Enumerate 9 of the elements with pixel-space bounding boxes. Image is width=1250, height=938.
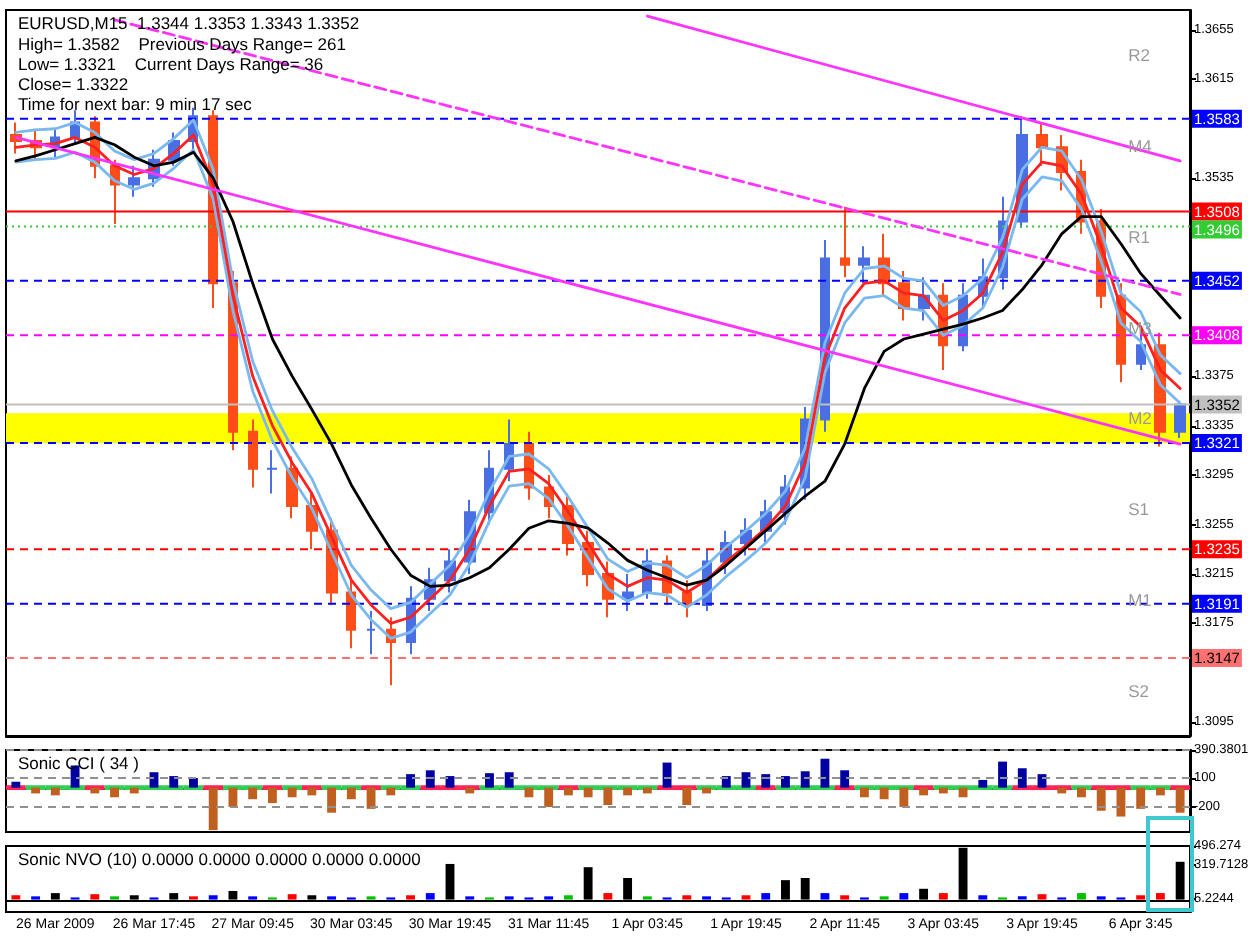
chart-title: EURUSD,M15 1.3344 1.3353 1.3343 1.3352 [18,13,360,33]
annotation: R1 [1128,226,1151,247]
annotation: S1 [1128,499,1150,520]
annotation: S2 [1128,680,1150,701]
annotation: R2 [1128,45,1151,66]
annotation: M2 [1128,408,1153,429]
chart-title: Sonic CCI ( 34 ) [18,753,140,773]
chart-title: Sonic NVO (10) 0.0000 0.0000 0.0000 0.0000 0.0000 [18,849,422,869]
annotation: M1 [1128,589,1153,610]
